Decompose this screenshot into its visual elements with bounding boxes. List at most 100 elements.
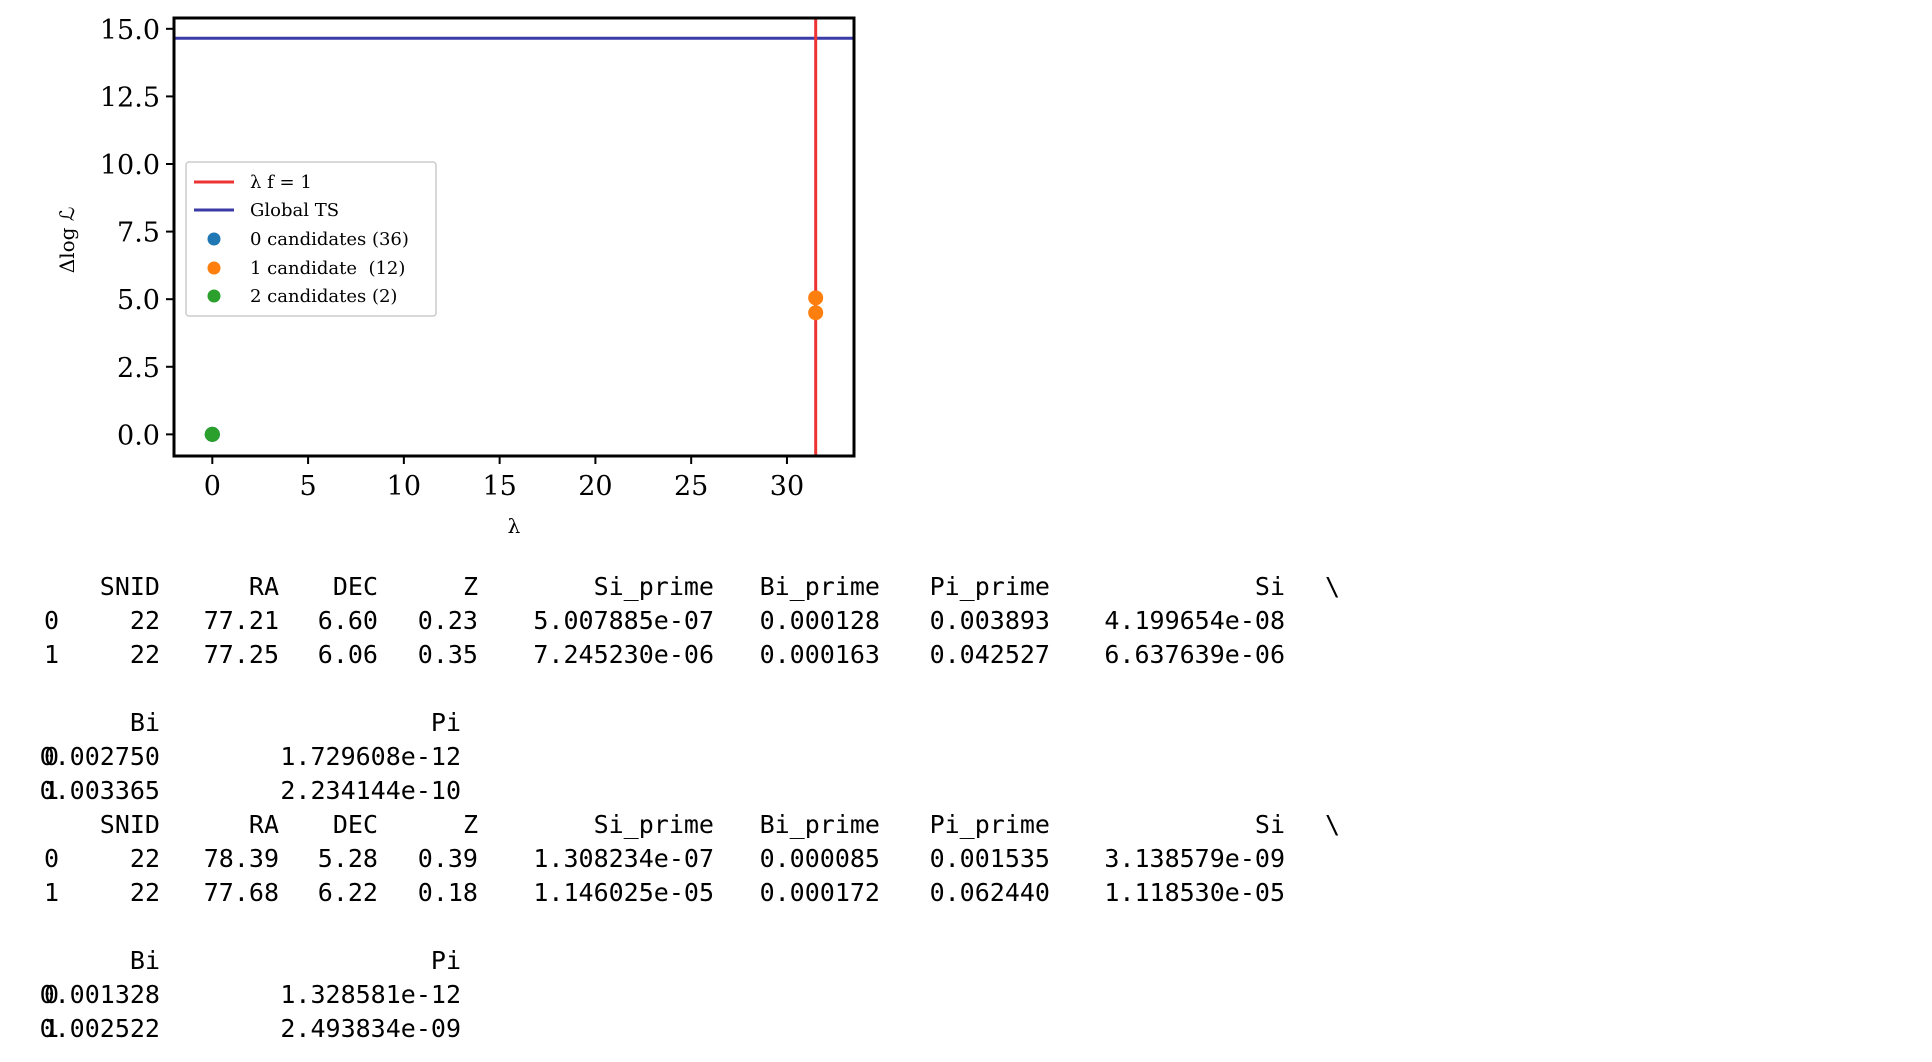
table-row-cell: 6.22 bbox=[317, 878, 378, 907]
table-row-cell: 0 bbox=[44, 742, 60, 771]
table-row-cell: 3.138579e-09 bbox=[1104, 844, 1285, 873]
column-header: Pi_prime bbox=[929, 810, 1050, 839]
plot-frame bbox=[172, 16, 856, 458]
data-point-series-1 bbox=[808, 290, 824, 306]
legend-swatch-series-1 bbox=[207, 261, 221, 275]
table-row: 0 0.002750 1.729608e-12 bbox=[0, 740, 1400, 774]
table-row-cell: 0 bbox=[44, 844, 60, 873]
y-tick-label: 5.0 bbox=[117, 285, 160, 316]
y-tick-label: 15.0 bbox=[100, 15, 160, 46]
y-tick-label: 7.5 bbox=[117, 218, 160, 249]
column-header: SNID bbox=[99, 572, 160, 601]
data-point-series-2 bbox=[204, 426, 220, 442]
table-row-cell: 7.245230e-06 bbox=[533, 640, 714, 669]
data-point-series-1 bbox=[808, 305, 824, 321]
column-header: DEC bbox=[332, 810, 378, 839]
table-row-cell: 0.000128 bbox=[759, 606, 880, 635]
column-header: Si bbox=[1254, 572, 1285, 601]
table-header-row: Bi Pi bbox=[0, 944, 1400, 978]
table-row-cell: 22 bbox=[129, 844, 160, 873]
column-header: \ bbox=[1325, 810, 1341, 839]
y-tick-label: 10.0 bbox=[100, 150, 160, 181]
legend-swatch-series-0 bbox=[207, 232, 221, 246]
column-header: Bi bbox=[129, 946, 160, 975]
table-header-row: Bi Pi bbox=[0, 706, 1400, 740]
column-header: SNID bbox=[99, 810, 160, 839]
y-tick-label: 2.5 bbox=[117, 353, 160, 384]
table-row-cell: 22 bbox=[129, 878, 160, 907]
column-header: RA bbox=[248, 572, 279, 601]
table-row-cell: 1.118530e-05 bbox=[1104, 878, 1285, 907]
column-header: Z bbox=[462, 572, 478, 601]
table-row-cell: 1 bbox=[44, 776, 60, 805]
column-header: Si_prime bbox=[593, 572, 714, 601]
table-row-cell: 0.000085 bbox=[759, 844, 880, 873]
table-row: 0 0.001328 1.328581e-12 bbox=[0, 978, 1400, 1012]
table-row-cell: 6.06 bbox=[317, 640, 378, 669]
table-row-cell: 1.308234e-07 bbox=[533, 844, 714, 873]
legend-label-series-1: 1 candidate (12) bbox=[250, 258, 405, 279]
y-tick-label: 0.0 bbox=[117, 420, 160, 451]
table-row-cell: 0.39 bbox=[417, 844, 478, 873]
y-tick-label: 12.5 bbox=[100, 82, 160, 113]
table-row-cell: 0.003893 bbox=[929, 606, 1050, 635]
table-row-cell: 1.328581e-12 bbox=[280, 980, 461, 1009]
table-row-cell: 1 bbox=[44, 1014, 60, 1043]
table-row-cell: 1.146025e-05 bbox=[533, 878, 714, 907]
table-row: 0 22 78.39 5.28 0.39 1.308234e-07 0.000085 0.00… bbox=[0, 842, 1400, 876]
x-tick-label: 30 bbox=[770, 471, 804, 502]
scatter-chart: 0 5 10 15 20 25 30 0.0 2.5 5.0 7.5 10.0 12.5 15.0 λ … bbox=[55, 15, 856, 538]
table-row-cell: 2.493834e-09 bbox=[280, 1014, 461, 1043]
table-row-cell: 0.003365 bbox=[39, 776, 160, 805]
legend-swatch-series-2 bbox=[207, 289, 221, 303]
y-axis-label: Δlog ℒ bbox=[55, 207, 79, 273]
table-row-cell: 6.637639e-06 bbox=[1104, 640, 1285, 669]
x-tick-label: 0 bbox=[204, 471, 221, 502]
table-row-cell: 0.002750 bbox=[39, 742, 160, 771]
table-row: 1 0.002522 2.493834e-09 bbox=[0, 1012, 1400, 1046]
table-row-cell: 0.001328 bbox=[39, 980, 160, 1009]
table-row-cell: 1 bbox=[44, 640, 60, 669]
column-header: RA bbox=[248, 810, 279, 839]
table-row-cell: 22 bbox=[129, 640, 160, 669]
table-row-cell: 0.000172 bbox=[759, 878, 880, 907]
legend-label-vline: λ f = 1 bbox=[250, 172, 312, 193]
table-row-cell: 0.002522 bbox=[39, 1014, 160, 1043]
table-row: 1 22 77.25 6.06 0.35 7.245230e-06 0.000163 0.04… bbox=[0, 638, 1400, 672]
table-row-cell: 1 bbox=[44, 878, 60, 907]
table-row-cell: 1.729608e-12 bbox=[280, 742, 461, 771]
table-row-cell: 0.23 bbox=[417, 606, 478, 635]
x-tick-label: 25 bbox=[674, 471, 708, 502]
legend-box bbox=[185, 161, 437, 317]
column-header: Pi bbox=[430, 946, 461, 975]
column-header: \ bbox=[1325, 572, 1341, 601]
table-row-cell: 22 bbox=[129, 606, 160, 635]
table-row-cell: 6.60 bbox=[317, 606, 378, 635]
table-row-cell: 4.199654e-08 bbox=[1104, 606, 1285, 635]
column-header: Pi bbox=[430, 708, 461, 737]
table-row-cell: 78.39 bbox=[203, 844, 279, 873]
table-row-cell: 0.000163 bbox=[759, 640, 880, 669]
table-row-cell: 77.25 bbox=[203, 640, 279, 669]
legend: λ f = 1 Global TS 0 candidates (36) 1 ca… bbox=[185, 161, 437, 317]
table-row: 1 22 77.68 6.22 0.18 1.146025e-05 0.000172 0.06… bbox=[0, 876, 1400, 910]
table-row: 1 0.003365 2.234144e-10 bbox=[0, 774, 1400, 808]
x-tick-label: 10 bbox=[387, 471, 421, 502]
column-header: Bi_prime bbox=[759, 572, 880, 601]
table-header-row: SNID RA DEC Z Si_prime Bi_prime Pi_prime Si \ bbox=[0, 808, 1400, 842]
legend-label-series-0: 0 candidates (36) bbox=[250, 229, 409, 250]
column-header: Si_prime bbox=[593, 810, 714, 839]
legend-label-series-2: 2 candidates (2) bbox=[250, 286, 397, 307]
table-row-cell: 2.234144e-10 bbox=[280, 776, 461, 805]
x-tick-label: 15 bbox=[482, 471, 516, 502]
table-row-cell: 0 bbox=[44, 980, 60, 1009]
table-row-cell: 0.001535 bbox=[929, 844, 1050, 873]
x-tick-label: 5 bbox=[299, 471, 316, 502]
column-header: Pi_prime bbox=[929, 572, 1050, 601]
table-row: 0 22 77.21 6.60 0.23 5.007885e-07 0.000128 0.00… bbox=[0, 604, 1400, 638]
table-row-cell: 5.28 bbox=[317, 844, 378, 873]
column-header: DEC bbox=[332, 572, 378, 601]
x-tick-label: 20 bbox=[578, 471, 612, 502]
table-row-cell: 77.68 bbox=[203, 878, 279, 907]
table-row-cell: 0.042527 bbox=[929, 640, 1050, 669]
